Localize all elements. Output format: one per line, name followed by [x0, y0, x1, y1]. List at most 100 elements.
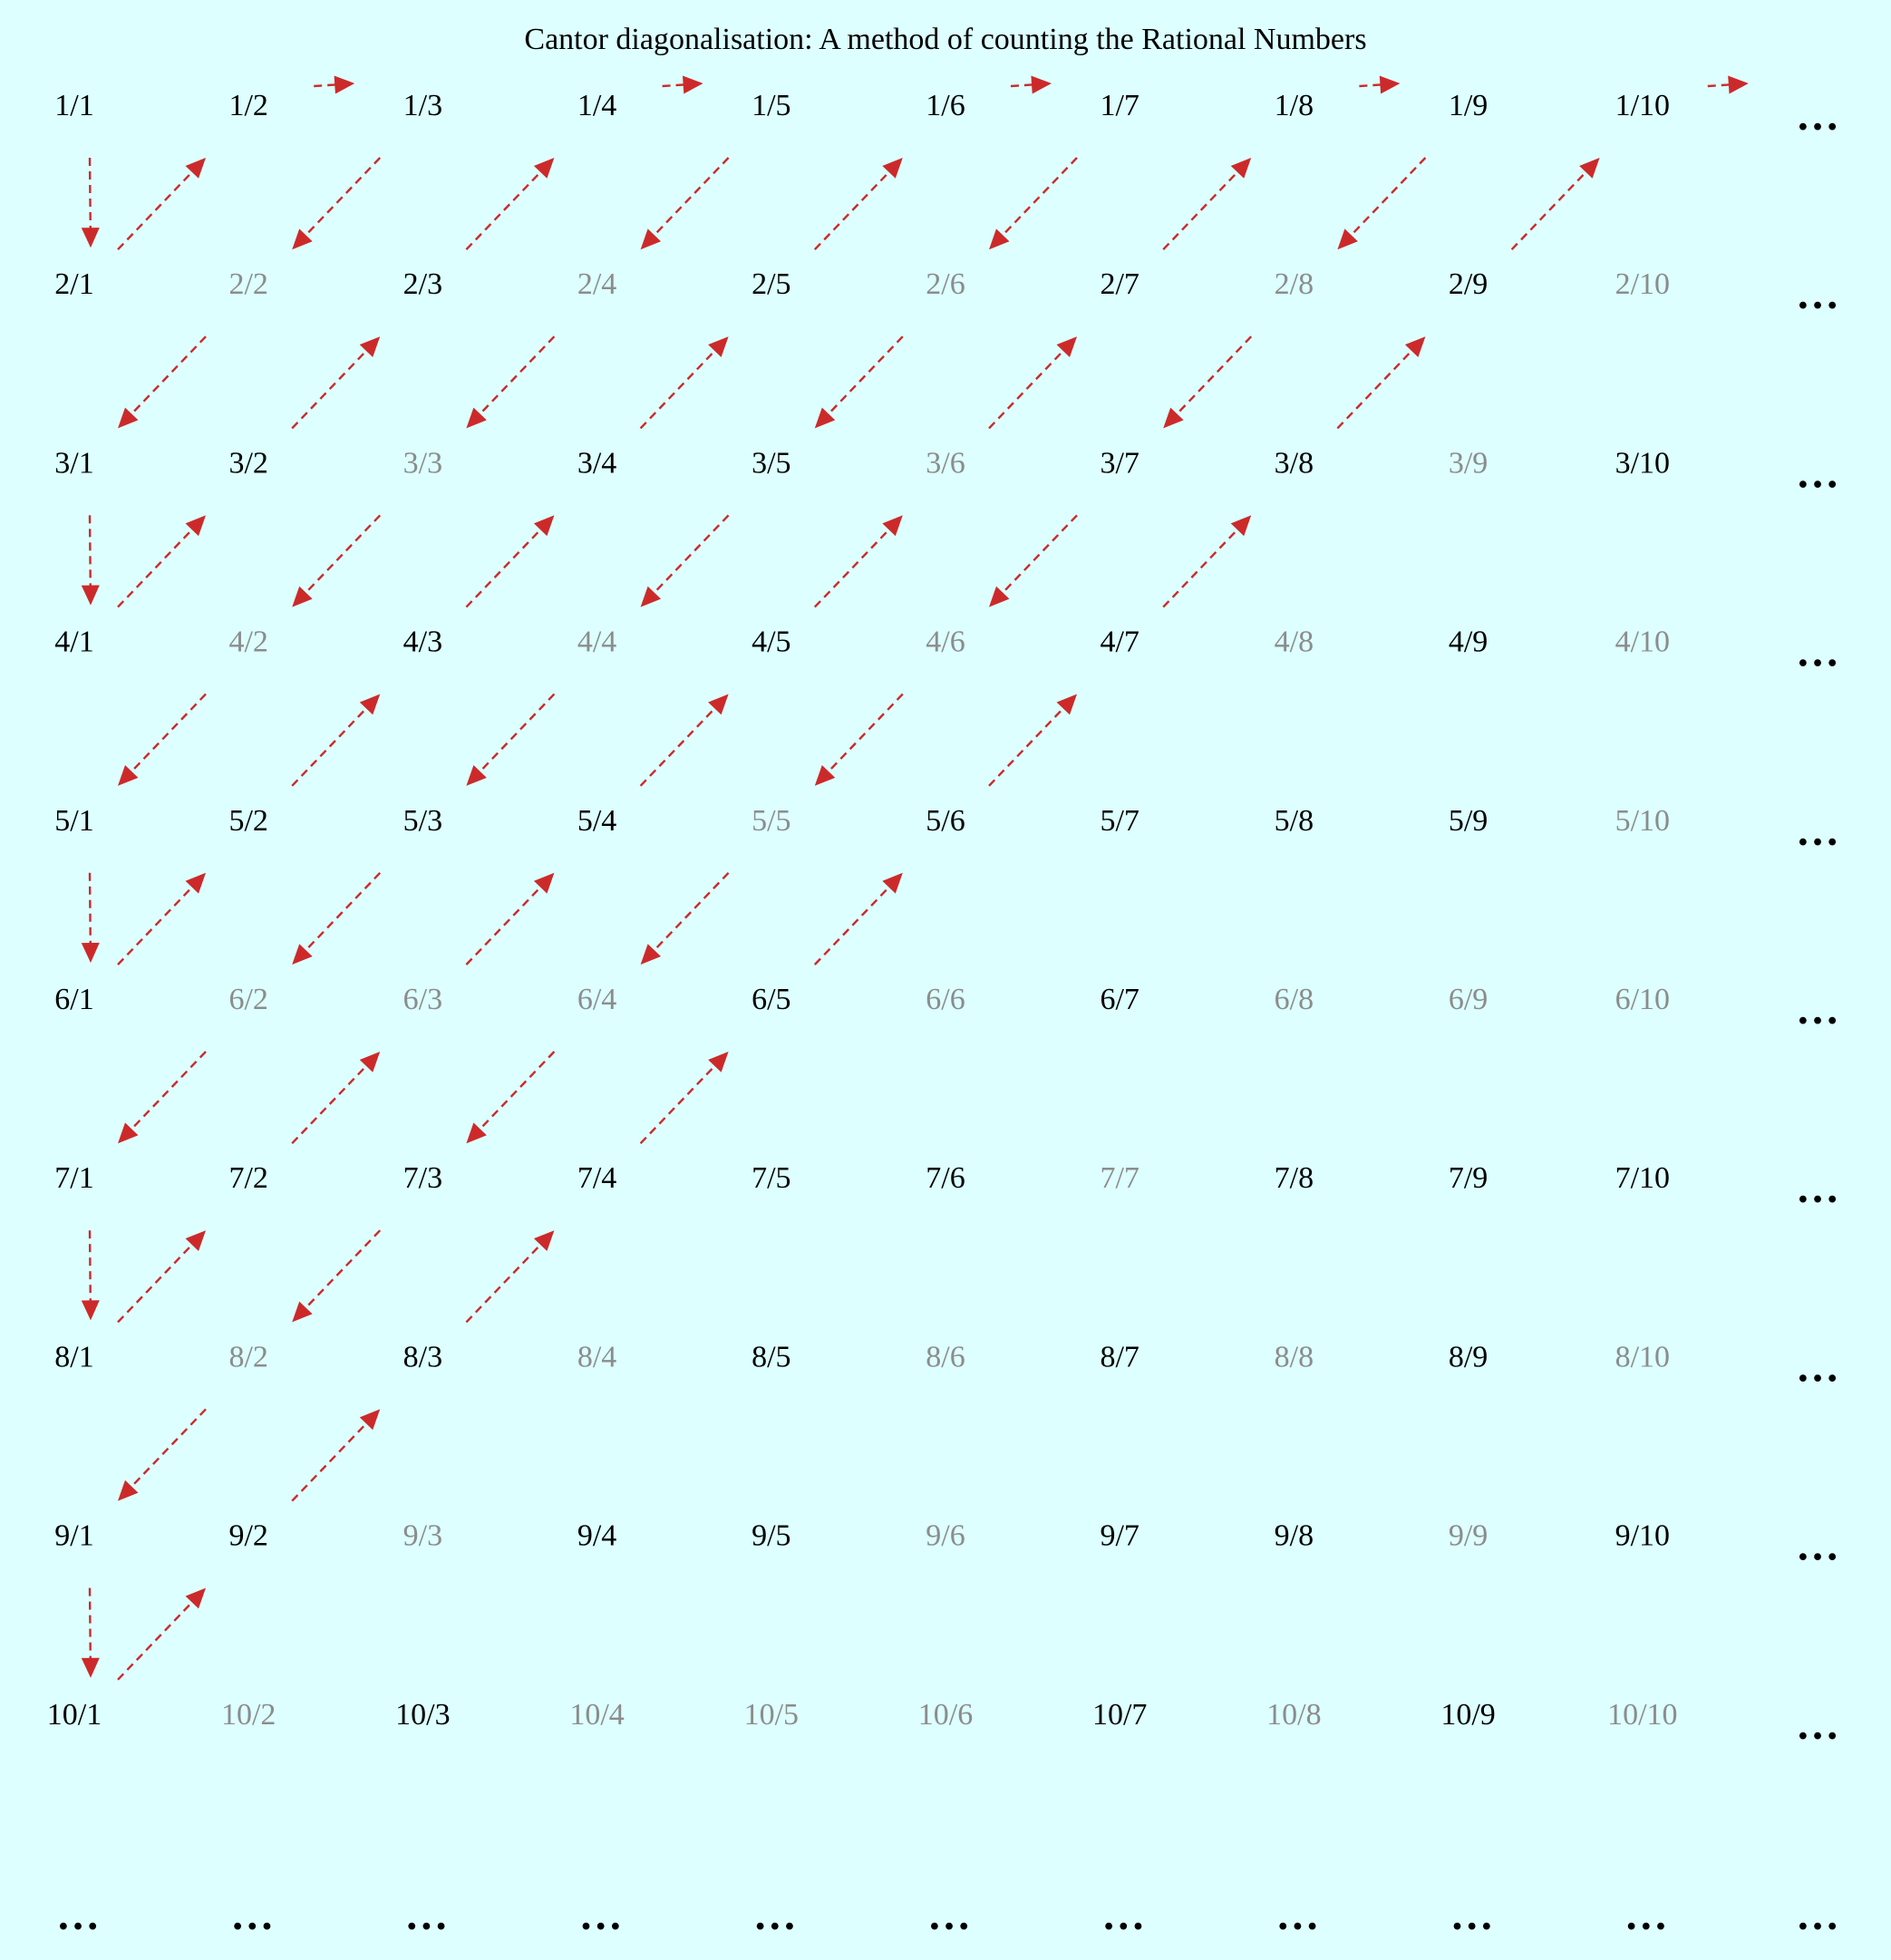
fraction-cell: 6/9 [1449, 983, 1488, 1016]
fraction-cell: 4/7 [1100, 626, 1139, 659]
arrow-head [118, 1122, 139, 1144]
path-arrow [117, 169, 196, 251]
column-ellipsis: … [1101, 1891, 1145, 1939]
row-ellipsis: … [1796, 1522, 1839, 1570]
arrow-head [814, 764, 836, 786]
fraction-cell: 7/9 [1449, 1161, 1488, 1195]
fraction-cell: 7/3 [403, 1161, 442, 1195]
fraction-cell: 10/4 [569, 1698, 624, 1732]
arrow-head [81, 228, 100, 248]
arrow-head [292, 586, 313, 607]
path-arrow [88, 1230, 92, 1305]
path-arrow [128, 1408, 207, 1490]
path-arrow [813, 526, 893, 608]
path-arrow [117, 1241, 196, 1324]
path-arrow [825, 693, 904, 775]
fraction-cell: 5/10 [1615, 804, 1670, 838]
fraction-cell: 2/2 [228, 267, 267, 301]
fraction-cell: 4/2 [228, 626, 267, 659]
column-ellipsis: … [927, 1891, 971, 1939]
path-arrow [117, 1598, 196, 1681]
fraction-cell: 10/5 [744, 1698, 799, 1732]
fraction-cell: 1/1 [54, 89, 93, 122]
fraction-cell: 2/3 [403, 267, 442, 301]
arrow-head [1404, 336, 1426, 358]
path-arrow [465, 169, 544, 251]
arrow-head [81, 585, 100, 606]
path-arrow [1359, 82, 1384, 88]
path-arrow [476, 693, 556, 775]
path-arrow [291, 347, 370, 430]
fraction-cell: 6/7 [1100, 983, 1139, 1016]
fraction-cell: 10/8 [1266, 1698, 1321, 1732]
arrow-head [882, 515, 903, 537]
row-ellipsis: … [1796, 628, 1839, 676]
fraction-cell: 10/2 [221, 1698, 276, 1732]
path-arrow [1510, 169, 1590, 251]
path-arrow [314, 82, 339, 88]
arrow-head [185, 1587, 206, 1609]
fraction-cell: 5/5 [752, 804, 790, 838]
arrow-head [533, 872, 555, 894]
arrow-head [533, 1230, 555, 1252]
path-arrow [291, 1062, 370, 1145]
arrow-head [1230, 158, 1252, 179]
row-ellipsis: … [1796, 1343, 1839, 1391]
fraction-cell: 1/2 [228, 89, 267, 122]
fraction-cell: 5/9 [1449, 804, 1488, 838]
path-arrow [651, 514, 730, 597]
path-arrow [1173, 335, 1253, 418]
fraction-cell: 7/4 [577, 1161, 616, 1195]
path-arrow [476, 1051, 556, 1133]
fraction-cell: 9/4 [577, 1519, 616, 1553]
fraction-cell: 9/1 [54, 1519, 93, 1553]
path-arrow [999, 514, 1078, 597]
arrow-head [640, 586, 662, 607]
arrow-head [1031, 75, 1052, 94]
row-ellipsis: … [1796, 270, 1839, 318]
column-ellipsis: … [579, 1891, 623, 1939]
arrow-head [292, 944, 313, 965]
fraction-cell: 3/2 [228, 446, 267, 480]
arrow-layer [81, 75, 1749, 1681]
fraction-cell: 1/7 [1100, 89, 1139, 122]
path-arrow [302, 514, 382, 597]
fraction-cell: 4/9 [1449, 626, 1488, 659]
arrow-head [682, 75, 703, 94]
fraction-cell: 9/5 [752, 1519, 790, 1553]
path-arrow [291, 1420, 370, 1502]
arrow-head [466, 764, 487, 786]
column-ellipsis: … [1796, 1891, 1839, 1939]
fraction-cell: 7/7 [1100, 1161, 1139, 1195]
fraction-cell: 10/3 [395, 1698, 450, 1732]
fraction-cell: 7/10 [1615, 1161, 1670, 1195]
arrow-head [118, 407, 139, 429]
fraction-cell: 8/8 [1275, 1340, 1314, 1373]
arrow-head [708, 694, 729, 715]
fraction-cell: 1/4 [577, 89, 616, 122]
arrow-head [1337, 228, 1358, 250]
fraction-cell: 9/9 [1449, 1519, 1488, 1553]
path-arrow [1707, 82, 1732, 88]
fraction-cell: 3/5 [752, 446, 790, 480]
fraction-cell: 3/10 [1615, 446, 1670, 480]
fraction-cell: 9/2 [228, 1519, 267, 1553]
arrow-head [708, 336, 729, 358]
fraction-cell: 9/8 [1275, 1519, 1314, 1553]
path-arrow [302, 157, 382, 239]
fraction-cell: 2/5 [752, 267, 790, 301]
fraction-cell: 10/6 [918, 1698, 973, 1732]
fraction-cell: 6/5 [752, 983, 790, 1016]
path-arrow [128, 1051, 207, 1133]
fraction-cell: 2/8 [1275, 267, 1314, 301]
fraction-cell: 8/9 [1449, 1340, 1488, 1373]
arrow-head [118, 1480, 139, 1501]
path-arrow [1162, 526, 1241, 608]
fraction-cell: 10/1 [47, 1698, 102, 1732]
path-arrow [88, 872, 92, 947]
path-arrow [465, 526, 544, 608]
fraction-cell: 6/4 [577, 983, 616, 1016]
fraction-cell: 4/1 [54, 626, 93, 659]
path-arrow [639, 1062, 719, 1145]
fraction-cell: 2/1 [54, 267, 93, 301]
